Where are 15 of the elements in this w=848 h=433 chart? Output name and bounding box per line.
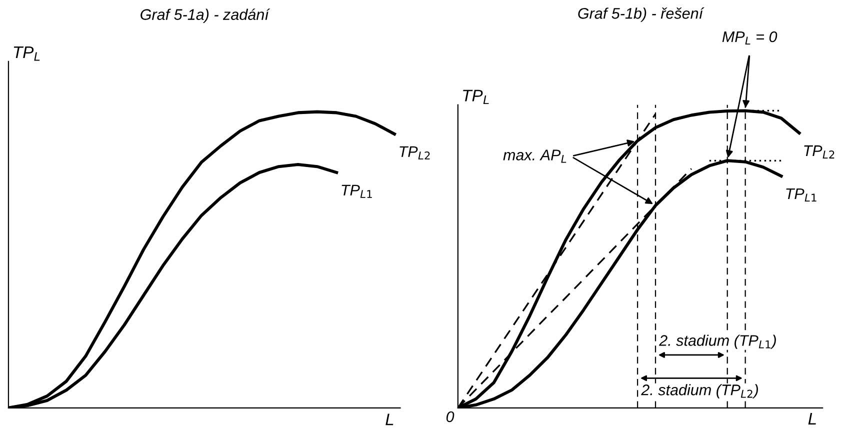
x-axis-title: L (386, 414, 394, 426)
annotation: max. AP$_{L}$ (503, 150, 566, 163)
y-axis-title: TP$_{L}$ (14, 46, 40, 61)
chart-title: Graf 5-1a) - zadání (140, 8, 270, 23)
annotation: 2. stadium (TP$_{L2}$) (641, 384, 758, 398)
series-label: TP$_{L2}$ (400, 146, 430, 160)
y-axis-title: TP$_{L}$ (463, 90, 489, 104)
annotation: 2. stadium (TP$_{L1}$) (659, 334, 776, 349)
series-label: TP$_{L2}$ (804, 145, 834, 158)
chart-title: Graf 5-1b) - řešení (578, 7, 704, 22)
x-axis-title: L (808, 413, 816, 425)
series-label: TP$_{L1}$ (342, 184, 372, 198)
text: MP$_{L}$ = 0 (722, 31, 778, 45)
text: 0 (446, 411, 454, 422)
series-label: TP$_{L1}$ (786, 188, 816, 202)
